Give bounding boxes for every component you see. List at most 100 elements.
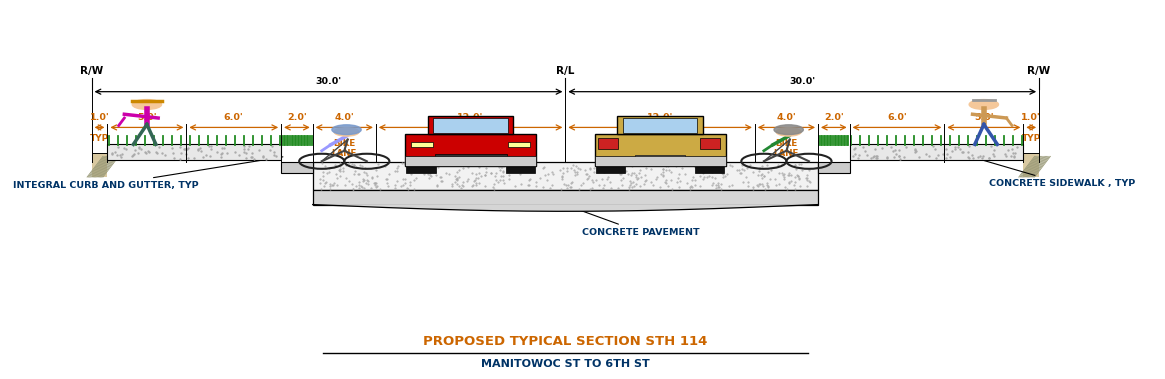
Point: [352, 183, 370, 189]
Point: [571, 166, 589, 172]
Point: [331, 163, 350, 169]
Point: [562, 180, 580, 186]
Point: [785, 182, 804, 188]
Point: [425, 161, 444, 168]
Point: [447, 169, 466, 175]
Point: [785, 179, 804, 185]
Bar: [312, 190, 818, 205]
Point: [702, 182, 721, 188]
Point: [447, 177, 466, 183]
Point: [797, 175, 815, 181]
Point: [617, 168, 636, 174]
Point: [428, 183, 446, 189]
Bar: [594, 157, 726, 166]
Point: [494, 177, 513, 183]
Point: [494, 169, 513, 175]
Point: [621, 172, 640, 178]
Point: [779, 179, 798, 185]
Point: [572, 182, 591, 188]
Point: [666, 163, 685, 169]
Point: [753, 175, 771, 181]
Point: [345, 162, 363, 168]
Point: [658, 183, 677, 190]
Point: [769, 170, 788, 176]
Point: [312, 160, 331, 166]
Point: [642, 179, 661, 185]
Point: [525, 160, 544, 166]
Point: [642, 166, 661, 172]
Text: PROPOSED TYPICAL SECTION STH 114: PROPOSED TYPICAL SECTION STH 114: [423, 335, 707, 348]
Point: [680, 184, 699, 190]
Point: [439, 171, 458, 177]
Point: [454, 183, 473, 190]
Bar: [281, 162, 312, 172]
Point: [552, 186, 571, 192]
Point: [580, 166, 599, 172]
Point: [704, 180, 722, 186]
Point: [627, 172, 645, 178]
Bar: [598, 138, 619, 149]
Point: [379, 183, 397, 189]
Point: [421, 170, 439, 176]
Point: [775, 174, 793, 180]
Point: [515, 168, 534, 174]
Point: [635, 172, 654, 178]
Point: [450, 174, 468, 180]
Text: 30.0': 30.0': [789, 77, 815, 86]
Point: [659, 167, 678, 173]
Point: [351, 162, 369, 168]
Point: [311, 185, 330, 191]
Point: [494, 173, 513, 179]
Point: [542, 182, 560, 188]
Point: [702, 174, 721, 180]
Text: 5.0': 5.0': [974, 113, 994, 122]
Point: [755, 173, 774, 179]
Point: [478, 164, 496, 171]
Point: [748, 172, 767, 178]
Point: [333, 165, 352, 171]
Point: [340, 160, 359, 166]
Point: [323, 182, 341, 188]
Point: [426, 169, 445, 175]
Point: [776, 183, 795, 190]
Point: [758, 183, 777, 189]
Point: [753, 181, 771, 187]
Point: [445, 179, 464, 185]
Point: [446, 173, 465, 179]
Point: [569, 165, 587, 171]
Point: [582, 177, 601, 183]
Point: [757, 162, 776, 168]
Point: [614, 175, 633, 182]
Point: [400, 166, 418, 172]
Point: [567, 163, 586, 169]
Point: [356, 169, 375, 175]
Point: [624, 170, 643, 176]
Point: [676, 171, 694, 177]
Point: [584, 165, 602, 171]
Point: [405, 186, 424, 192]
Point: [602, 185, 621, 191]
Point: [609, 165, 628, 171]
Point: [316, 180, 334, 186]
Bar: [699, 138, 720, 149]
Point: [447, 180, 466, 186]
Point: [657, 180, 676, 186]
Point: [469, 164, 488, 170]
Point: [333, 168, 352, 174]
Point: [359, 178, 377, 184]
Point: [623, 184, 642, 190]
Point: [579, 172, 598, 179]
Text: CONCRETE SIDEWALK , TYP: CONCRETE SIDEWALK , TYP: [959, 153, 1136, 188]
Point: [436, 161, 454, 168]
Point: [418, 163, 437, 169]
Point: [555, 181, 573, 187]
Point: [634, 161, 652, 168]
Point: [623, 179, 642, 185]
Point: [313, 177, 332, 183]
Point: [521, 163, 539, 169]
Point: [612, 171, 630, 177]
Text: BIKE
LANE: BIKE LANE: [774, 139, 799, 158]
Point: [344, 186, 362, 192]
Point: [789, 161, 807, 168]
Point: [769, 163, 788, 169]
